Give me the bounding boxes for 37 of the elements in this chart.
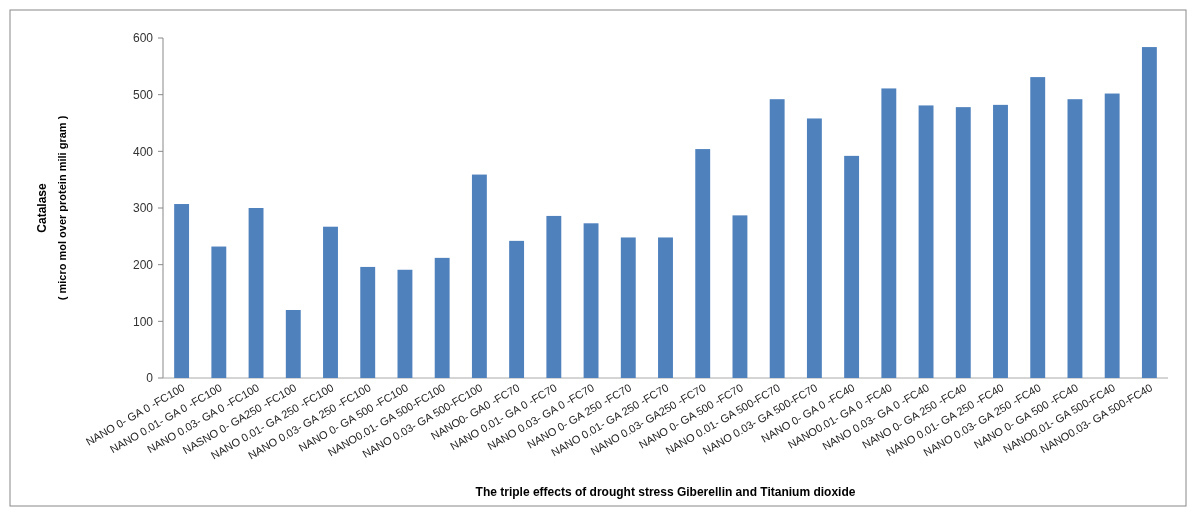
bar bbox=[546, 215, 562, 378]
y-tick-label: 0 bbox=[146, 371, 154, 386]
bar bbox=[397, 269, 413, 378]
bar bbox=[211, 246, 227, 378]
bar bbox=[285, 310, 301, 378]
x-axis-title: The triple effects of drought stress Giberellin and Titanium dioxide bbox=[475, 485, 856, 499]
bar bbox=[955, 107, 971, 378]
y-tick-label: 500 bbox=[132, 87, 154, 102]
bar bbox=[1067, 99, 1083, 378]
bar bbox=[918, 105, 934, 378]
bar bbox=[1141, 47, 1157, 378]
y-tick-label: 400 bbox=[132, 144, 154, 159]
bar bbox=[1030, 77, 1046, 378]
bar bbox=[993, 104, 1008, 378]
bar bbox=[323, 226, 338, 378]
bar bbox=[434, 257, 450, 378]
bar bbox=[174, 204, 190, 378]
bar bbox=[583, 223, 599, 378]
bar bbox=[695, 149, 711, 378]
bar bbox=[360, 266, 376, 378]
bar bbox=[806, 118, 822, 378]
y-axis-title: Catalase bbox=[35, 183, 49, 233]
y-tick-label: 200 bbox=[132, 257, 154, 272]
y-tick-label: 300 bbox=[132, 201, 154, 216]
bar bbox=[1104, 93, 1120, 378]
bar bbox=[844, 155, 860, 378]
bar bbox=[658, 237, 673, 378]
bar bbox=[509, 240, 525, 378]
bar bbox=[881, 88, 897, 378]
y-tick-label: 100 bbox=[132, 314, 154, 329]
bar bbox=[471, 174, 487, 378]
bar bbox=[620, 237, 636, 378]
bar bbox=[248, 208, 264, 378]
bar bbox=[769, 99, 785, 378]
bar bbox=[732, 215, 748, 378]
text: ( micro mol over protein mili gram ) bbox=[56, 115, 68, 301]
y-tick-label: 600 bbox=[132, 31, 154, 46]
